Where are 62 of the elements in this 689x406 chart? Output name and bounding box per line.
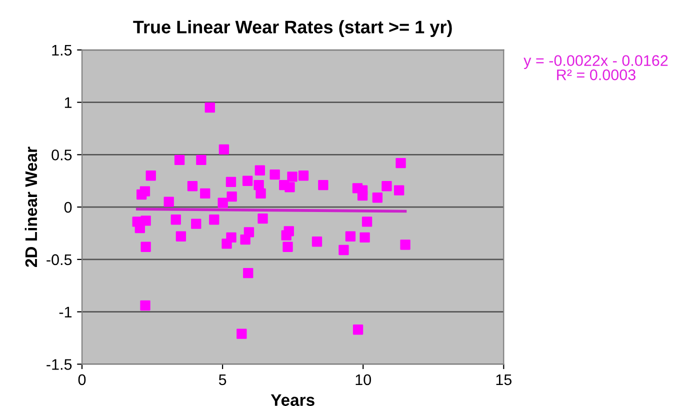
y-tick-label: 1 bbox=[64, 97, 72, 108]
point bbox=[318, 180, 328, 190]
x-tick-label: 10 bbox=[356, 374, 372, 386]
y-tick-label: -0.5 bbox=[46, 254, 72, 266]
point bbox=[187, 181, 198, 192]
point bbox=[244, 227, 254, 238]
point bbox=[242, 176, 253, 186]
point bbox=[200, 188, 210, 199]
point bbox=[226, 232, 236, 243]
point bbox=[352, 324, 364, 335]
point bbox=[254, 180, 264, 190]
point bbox=[204, 102, 215, 113]
x-tick-label: 5 bbox=[218, 374, 226, 386]
x-tick-label: 15 bbox=[496, 374, 512, 386]
point bbox=[258, 213, 268, 224]
point bbox=[298, 170, 309, 181]
y-tick-label: -1 bbox=[59, 306, 72, 318]
point bbox=[140, 300, 150, 311]
point bbox=[400, 240, 410, 250]
point bbox=[394, 185, 404, 196]
point bbox=[140, 216, 151, 226]
point bbox=[174, 154, 185, 166]
point bbox=[196, 154, 206, 166]
point bbox=[226, 176, 236, 188]
point bbox=[282, 242, 293, 252]
point bbox=[176, 231, 186, 242]
point bbox=[218, 198, 228, 208]
point bbox=[360, 232, 370, 243]
chart-title: True Linear Wear Rates (start >= 1 yr) bbox=[133, 20, 452, 38]
point bbox=[270, 170, 280, 180]
point bbox=[357, 190, 368, 201]
text: y = -0.0022x - 0.0162 R² = 0.0003 bbox=[524, 55, 668, 80]
y-tick-label: 0 bbox=[64, 202, 72, 213]
point bbox=[396, 158, 406, 168]
point bbox=[284, 226, 294, 236]
point bbox=[164, 196, 174, 207]
point bbox=[372, 192, 383, 203]
point bbox=[284, 182, 295, 192]
point bbox=[191, 218, 202, 229]
point bbox=[140, 242, 151, 252]
y-axis-title: 2D Linear Wear bbox=[24, 146, 38, 268]
point bbox=[170, 214, 181, 225]
point bbox=[312, 236, 322, 247]
y-tick-label: 1.5 bbox=[52, 44, 72, 56]
point bbox=[146, 170, 156, 181]
point bbox=[287, 172, 298, 182]
point bbox=[254, 165, 266, 176]
point bbox=[226, 192, 237, 202]
point bbox=[236, 328, 247, 339]
point bbox=[218, 144, 230, 155]
y-tick-label: -1.5 bbox=[46, 359, 72, 370]
point bbox=[362, 216, 372, 227]
y-tick-label: 0.5 bbox=[52, 150, 72, 160]
point bbox=[243, 268, 254, 278]
x-tick-label: 0 bbox=[78, 374, 86, 386]
point bbox=[338, 244, 349, 256]
point bbox=[140, 186, 150, 196]
point bbox=[256, 188, 266, 199]
x-axis-title: Years bbox=[270, 394, 314, 406]
point bbox=[209, 214, 220, 225]
point bbox=[382, 181, 392, 192]
point bbox=[345, 231, 356, 242]
